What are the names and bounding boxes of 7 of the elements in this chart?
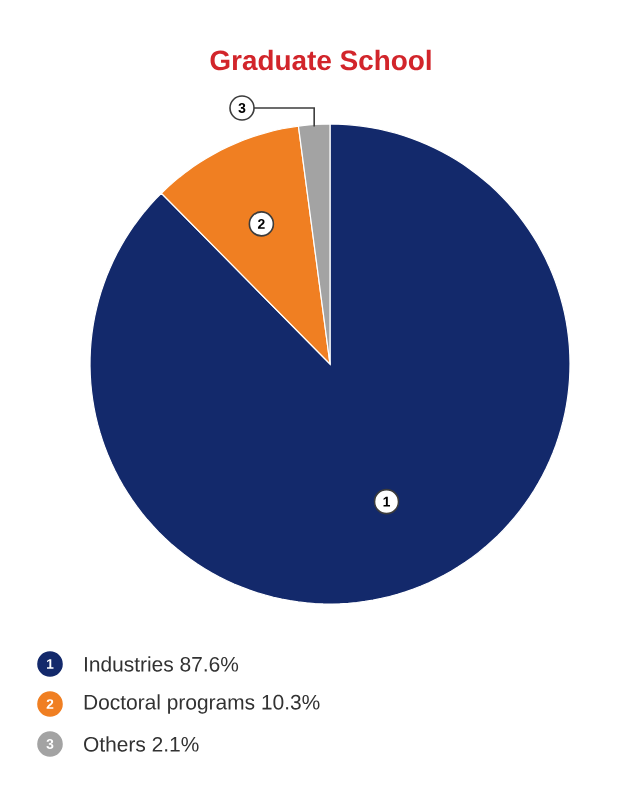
data-label: 87.6% [180, 656, 239, 672]
legend-label: Others [84, 736, 146, 752]
legend-label: Industries [84, 656, 173, 672]
data-label: 2.1% [152, 736, 199, 752]
legend-label: Doctoral programs [84, 694, 255, 714]
chart-title: Graduate School [210, 49, 431, 71]
data-label: 10.3% [262, 694, 320, 710]
